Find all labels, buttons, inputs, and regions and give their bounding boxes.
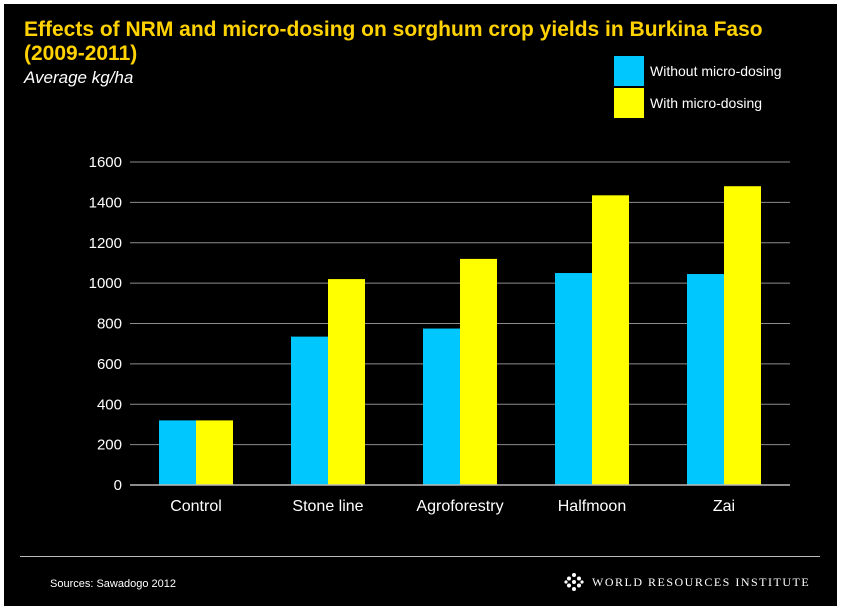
bar <box>423 328 460 485</box>
x-tick-label: Control <box>170 498 222 515</box>
bar-chart: 0 200 400 600 800 1000 1200 1400 1600 Control Ston… <box>89 154 790 515</box>
footer-divider <box>20 556 820 557</box>
legend-item-with: With micro-dosing <box>614 88 782 118</box>
legend-item-without: Without micro-dosing <box>614 56 782 86</box>
bar <box>328 279 365 485</box>
bar <box>291 336 328 485</box>
bar <box>196 420 233 485</box>
y-tick-label: 200 <box>97 437 122 454</box>
x-tick-label: Zai <box>713 498 735 515</box>
y-tick-label: 0 <box>114 477 122 494</box>
y-tick-label: 1200 <box>89 235 122 252</box>
y-tick-label: 1400 <box>89 194 122 211</box>
y-tick-label: 600 <box>97 356 122 373</box>
wri-logo: WORLD RESOURCES INSTITUTE <box>564 572 810 592</box>
legend-swatch-without <box>614 56 644 86</box>
x-tick-label: Halfmoon <box>558 498 626 515</box>
y-tick-label: 800 <box>97 316 122 333</box>
chart-subtitle: Average kg/ha <box>24 68 134 87</box>
wri-logo-text: WORLD RESOURCES INSTITUTE <box>592 574 811 589</box>
legend: Without micro-dosing With micro-dosing <box>614 56 782 120</box>
bar <box>555 273 592 485</box>
wri-logo-icon <box>564 573 584 591</box>
bar <box>460 258 497 485</box>
bar <box>159 420 196 485</box>
legend-label-without: Without micro-dosing <box>650 63 782 79</box>
legend-label-with: With micro-dosing <box>650 95 763 111</box>
y-tick-label: 1000 <box>89 275 122 292</box>
bar <box>687 274 724 485</box>
source-note: Sources: Sawadogo 2012 <box>50 578 176 590</box>
bar <box>592 195 629 485</box>
chart-slide: Effects of NRM and micro-dosing on sorgh… <box>4 4 837 606</box>
x-tick-label: Agroforestry <box>416 498 503 515</box>
y-tick-label: 1600 <box>89 154 122 171</box>
chart-title: Effects of NRM and micro-dosing on sorgh… <box>24 18 763 65</box>
x-tick-label: Stone line <box>292 498 363 515</box>
legend-swatch-with <box>614 88 644 118</box>
y-tick-label: 400 <box>97 396 122 413</box>
bar <box>724 186 761 485</box>
